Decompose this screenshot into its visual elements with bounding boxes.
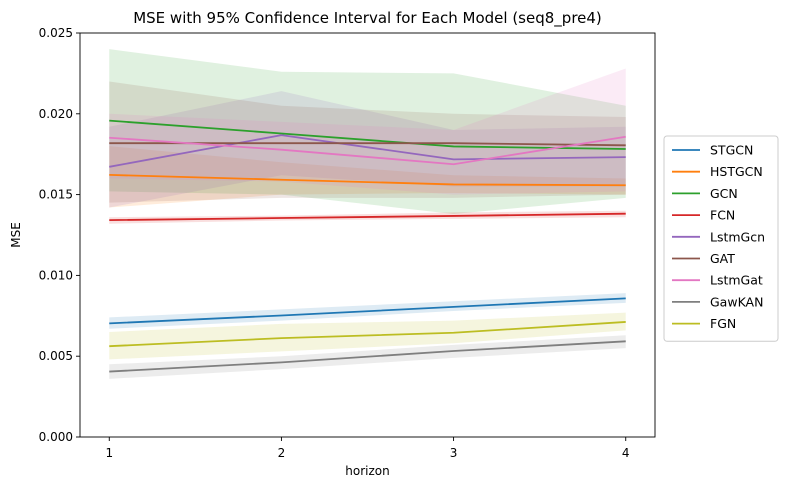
y-tick-label: 0.000 bbox=[39, 430, 73, 444]
x-axis-label: horizon bbox=[345, 464, 389, 478]
y-axis-label: MSE bbox=[9, 222, 23, 248]
x-tick-label: 3 bbox=[450, 446, 458, 460]
legend-label-fcn: FCN bbox=[710, 208, 735, 223]
legend-box bbox=[663, 135, 779, 342]
x-tick-label: 1 bbox=[105, 446, 113, 460]
confidence-bands bbox=[109, 49, 626, 379]
series-line-gcn bbox=[109, 119, 626, 150]
legend-label-gawkan: GawKAN bbox=[710, 294, 763, 309]
y-axis-ticks: 0.000 0.005 0.010 0.015 0.020 0.025 bbox=[39, 26, 80, 444]
series-line-lstmgcn bbox=[109, 134, 626, 168]
y-tick-label: 0.025 bbox=[39, 26, 73, 40]
legend-label-lstmgcn: LstmGcn bbox=[710, 229, 765, 244]
legend-label-hstgcn: HSTGCN bbox=[710, 164, 763, 179]
confidence-band-hstgcn bbox=[109, 146, 626, 208]
chart-title: MSE with 95% Confidence Interval for Eac… bbox=[133, 9, 602, 28]
series-line-lstmgat bbox=[109, 135, 626, 166]
plot-frame bbox=[79, 32, 656, 438]
legend-label-fgn: FGN bbox=[710, 316, 736, 331]
series-lines bbox=[109, 119, 626, 373]
x-tick-label: 4 bbox=[622, 446, 630, 460]
confidence-band-gat bbox=[109, 81, 626, 203]
legend-label-lstmgat: LstmGat bbox=[710, 273, 763, 288]
series-line-hstgcn bbox=[109, 173, 626, 187]
legend-label-gat: GAT bbox=[710, 251, 735, 266]
series-line-fcn bbox=[109, 212, 626, 222]
legend: STGCN HSTGCN GCN FCN LstmGcn GAT LstmGat GawKAN… bbox=[663, 135, 779, 342]
y-tick-label: 0.005 bbox=[39, 349, 73, 363]
legend-label-gcn: GCN bbox=[710, 186, 738, 201]
y-tick-label: 0.020 bbox=[39, 107, 73, 121]
series-line-stgcn bbox=[109, 297, 626, 325]
y-tick-label: 0.015 bbox=[39, 188, 73, 202]
series-line-gawkan bbox=[109, 340, 626, 373]
legend-label-stgcn: STGCN bbox=[710, 143, 753, 158]
x-tick-label: 2 bbox=[278, 446, 286, 460]
x-axis-ticks: 1 2 3 4 bbox=[105, 437, 630, 460]
y-tick-label: 0.010 bbox=[39, 268, 73, 282]
confidence-band-gcn bbox=[109, 49, 626, 214]
series-line-fgn bbox=[109, 321, 626, 348]
confidence-band-lstmgat bbox=[109, 68, 626, 195]
